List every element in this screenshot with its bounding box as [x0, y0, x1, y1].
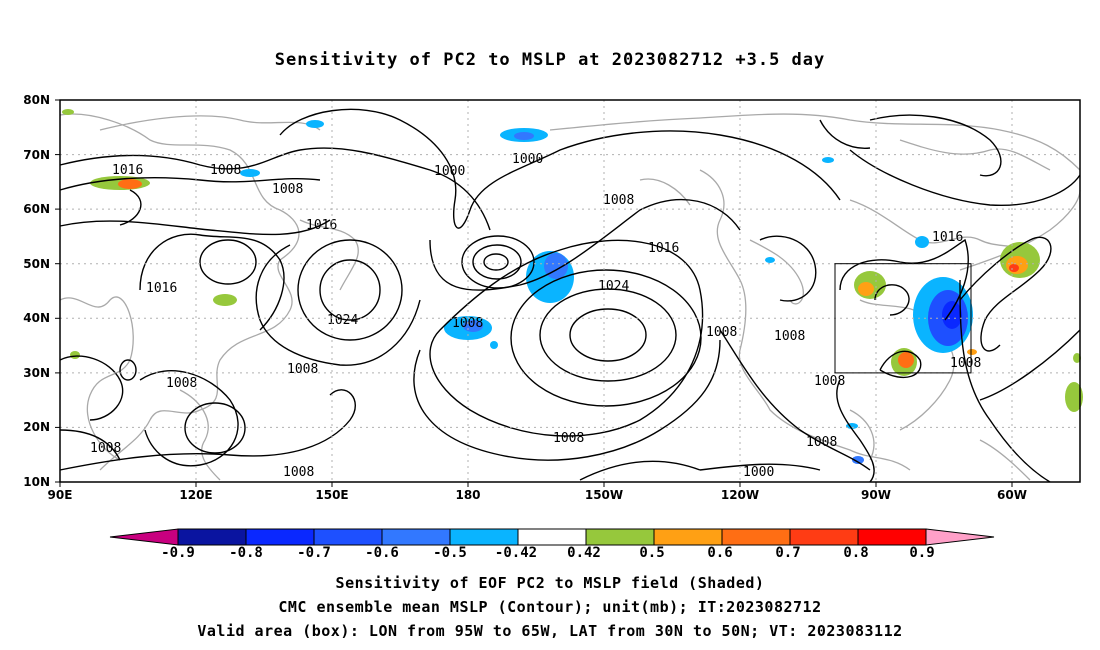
- contour-label: 1000: [512, 152, 543, 167]
- colorbar-segment: [449, 528, 519, 546]
- colorbar-segment: [721, 528, 791, 546]
- contour-label: 1008: [814, 374, 845, 389]
- colorbar-label: 0.42: [567, 545, 601, 561]
- colorbar-segment: [857, 528, 927, 546]
- colorbar-label: 0.6: [707, 545, 732, 561]
- contour-label: 1008: [210, 163, 241, 178]
- colorbar-label: 0.8: [843, 545, 868, 561]
- colorbar-segment: [245, 528, 315, 546]
- lat-label: 80N: [23, 93, 50, 107]
- contour-label: 1008: [166, 376, 197, 391]
- colorbar-labels: -0.9 -0.8 -0.7 -0.6 -0.5 -0.42 0.42 0.5 …: [161, 545, 935, 561]
- colorbar-label: -0.9: [161, 545, 195, 561]
- colorbar-label: -0.7: [297, 545, 331, 561]
- lat-label: 10N: [23, 475, 50, 489]
- contour-label: 1008: [806, 435, 837, 450]
- colorbar-segment: [517, 528, 587, 546]
- contour-label: 1008: [553, 431, 584, 446]
- colorbar-segment: [313, 528, 383, 546]
- contour-label: 1000: [743, 465, 774, 480]
- colorbar-segment: [653, 528, 723, 546]
- contour-label: 1016: [306, 218, 337, 233]
- colorbar-label: -0.6: [365, 545, 399, 561]
- colorbar-label: 0.7: [775, 545, 800, 561]
- caption-line-1: Sensitivity of EOF PC2 to MSLP field (Sh…: [335, 574, 765, 592]
- colorbar-label: -0.42: [495, 545, 537, 561]
- contour-label: 1008: [950, 356, 981, 371]
- contour-label: 1008: [774, 329, 805, 344]
- contour-label: 1008: [706, 325, 737, 340]
- contour-label: 1008: [283, 465, 314, 480]
- lat-label: 20N: [23, 420, 50, 434]
- lat-labels: 80N 70N 60N 50N 40N 30N 20N 10N: [23, 93, 50, 489]
- contour-label: 1024: [327, 313, 358, 328]
- contour-label: 1016: [932, 230, 963, 245]
- valid-area-box: [834, 263, 972, 374]
- contour-label: 1016: [648, 241, 679, 256]
- map-frame: [59, 99, 1081, 483]
- mslp-contours: [59, 108, 1081, 483]
- caption-line-3: Valid area (box): LON from 95W to 65W, L…: [197, 622, 903, 640]
- lat-label: 40N: [23, 311, 50, 325]
- lon-label: 180: [455, 488, 480, 502]
- contour-label: 1008: [272, 182, 303, 197]
- sensitivity-shading: [62, 109, 1083, 464]
- contour-labels: 1016 1008 1008 1000 1000 1016 1016 1024 …: [90, 152, 981, 480]
- axis-ticks: [55, 99, 1013, 487]
- colorbar-label: 0.5: [639, 545, 664, 561]
- lon-label: 150W: [585, 488, 623, 502]
- lon-label: 150E: [315, 488, 348, 502]
- contour-label: 1016: [146, 281, 177, 296]
- lon-labels: 90E 120E 150E 180 150W 120W 90W 60W: [48, 488, 1027, 502]
- contour-label: 1024: [598, 279, 629, 294]
- lon-label: 120E: [179, 488, 212, 502]
- contour-label: 1000: [434, 164, 465, 179]
- colorbar-segment: [585, 528, 655, 546]
- colorbar-end-high: [925, 528, 995, 546]
- colorbar-label: 0.9: [909, 545, 934, 561]
- colorbar-end-low: [109, 528, 179, 546]
- chart-title: Sensitivity of PC2 to MSLP at 2023082712…: [274, 50, 826, 70]
- lat-label: 70N: [23, 148, 50, 162]
- contour-label: 1008: [603, 193, 634, 208]
- lat-label: 30N: [23, 366, 50, 380]
- colorbar-segment: [381, 528, 451, 546]
- contour-label: 1008: [287, 362, 318, 377]
- colorbar-label: -0.5: [433, 545, 467, 561]
- lon-label: 90W: [861, 488, 891, 502]
- colorbar-segment: [177, 528, 247, 546]
- lat-label: 60N: [23, 202, 50, 216]
- caption-line-2: CMC ensemble mean MSLP (Contour); unit(m…: [278, 598, 822, 616]
- lon-label: 60W: [997, 488, 1027, 502]
- colorbar: [109, 528, 995, 546]
- lon-label: 120W: [721, 488, 759, 502]
- contour-label: 1016: [112, 163, 143, 178]
- colorbar-label: -0.8: [229, 545, 263, 561]
- contour-label: 1008: [90, 441, 121, 456]
- colorbar-segment: [789, 528, 859, 546]
- grid-lines: [60, 100, 1080, 482]
- lon-label: 90E: [48, 488, 73, 502]
- lat-label: 50N: [23, 257, 50, 271]
